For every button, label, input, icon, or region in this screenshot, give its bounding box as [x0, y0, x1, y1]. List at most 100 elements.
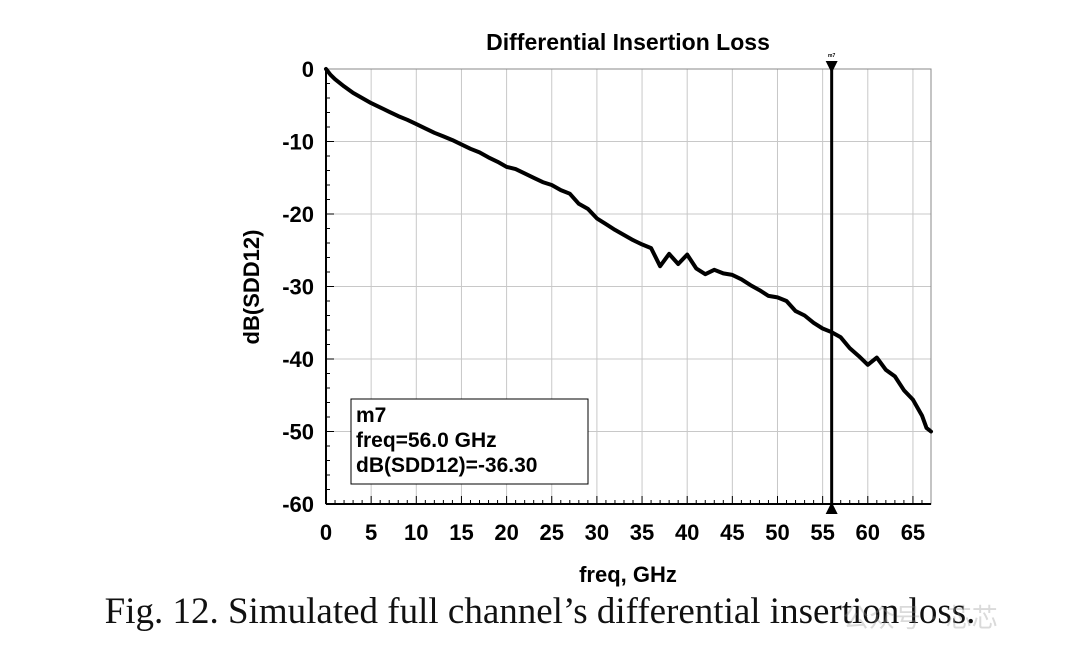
- x-tick-label: 50: [765, 520, 789, 545]
- series-point: [550, 183, 554, 187]
- series-point: [640, 242, 644, 246]
- y-tick-label: -50: [282, 420, 314, 445]
- series-point: [351, 91, 355, 95]
- series-point: [324, 67, 328, 71]
- marker-readout-line: dB(SDD12)=-36.30: [356, 454, 537, 477]
- series-point: [532, 176, 536, 180]
- series-point: [329, 73, 333, 77]
- marker-tag: m7: [828, 53, 835, 59]
- series-point: [658, 264, 662, 268]
- series-point: [496, 160, 500, 164]
- x-tick-label: 30: [585, 520, 609, 545]
- series-point: [730, 273, 734, 277]
- series-point: [703, 272, 707, 276]
- series-point: [929, 430, 933, 433]
- y-tick-label: 0: [302, 57, 314, 82]
- series-point: [875, 356, 879, 360]
- series-point: [785, 299, 789, 303]
- series-point: [568, 192, 572, 196]
- series-point: [902, 388, 906, 392]
- grid: [326, 69, 931, 504]
- series-point: [423, 126, 427, 130]
- series-point: [541, 180, 545, 184]
- series-point: [505, 165, 509, 169]
- series-point: [757, 288, 761, 292]
- series-point: [803, 314, 807, 317]
- series-point: [577, 202, 581, 206]
- series-point: [468, 147, 472, 151]
- series-point: [595, 216, 599, 220]
- chart-title: Differential Insertion Loss: [486, 29, 770, 55]
- series-point: [414, 122, 418, 126]
- y-tick-label: -30: [282, 275, 314, 300]
- watermark: 公众号 · 芯芯: [843, 604, 998, 634]
- series-point: [694, 266, 698, 270]
- series-point: [884, 368, 888, 372]
- series-point: [432, 131, 436, 135]
- marker-readout-line: m7: [356, 404, 386, 427]
- series-point: [441, 134, 445, 138]
- x-tick-label: 20: [494, 520, 518, 545]
- series-point: [924, 426, 928, 430]
- y-axis-label: dB(SDD12): [239, 230, 264, 345]
- series-point: [333, 77, 337, 81]
- series-point: [712, 268, 716, 272]
- x-tick-label: 45: [720, 520, 744, 545]
- y-tick-label: -10: [282, 130, 314, 155]
- series-point: [478, 150, 482, 154]
- figure-caption: Fig. 12. Simulated full channel’s differ…: [104, 591, 976, 632]
- series-point: [721, 271, 725, 275]
- series-point: [459, 142, 463, 146]
- x-tick-label: 65: [901, 520, 925, 545]
- series-point: [586, 207, 590, 211]
- series-point: [866, 363, 870, 367]
- series-point: [812, 321, 816, 325]
- x-tick-label: 35: [630, 520, 654, 545]
- series-point: [378, 105, 382, 109]
- series-point: [775, 295, 779, 299]
- series-point: [369, 101, 373, 105]
- y-tick-label: -40: [282, 347, 314, 372]
- series-point: [396, 114, 400, 118]
- series-point: [676, 262, 680, 266]
- insertion-loss-plot: Differential Insertion Loss 0 5 10 15 20 25 30…: [239, 29, 933, 587]
- x-tick-label: 25: [540, 520, 564, 545]
- series-point: [360, 96, 364, 100]
- series-point: [613, 228, 617, 232]
- series-point: [604, 222, 608, 226]
- y-tick-label: -60: [282, 492, 314, 517]
- series-point: [893, 374, 897, 378]
- x-tick-label: 60: [856, 520, 880, 545]
- series-point: [857, 354, 861, 358]
- x-axis-label: freq, GHz: [579, 562, 677, 587]
- series-point: [631, 238, 635, 242]
- series-point: [514, 167, 518, 171]
- axes: [325, 68, 932, 505]
- series-point: [739, 277, 743, 281]
- marker-top-triangle: [825, 61, 838, 73]
- x-tick-label: 5: [365, 520, 377, 545]
- y-tick-label: -20: [282, 202, 314, 227]
- series-point: [839, 335, 843, 339]
- series-point: [748, 283, 752, 287]
- series-point: [450, 138, 454, 142]
- series-point: [911, 398, 915, 402]
- marker-readout-frame: [350, 398, 589, 485]
- x-tick-label: 15: [449, 520, 473, 545]
- series-point: [523, 171, 527, 175]
- series-point: [821, 327, 825, 331]
- tick-labels: 0 5 10 15 20 25 30 35 40 45 50 55 60 65 0 -10 -20 -30 -40 -…: [282, 57, 925, 545]
- series-point: [559, 188, 563, 192]
- series-point: [920, 414, 924, 418]
- series-point: [848, 346, 852, 350]
- series-layer: [324, 67, 933, 434]
- x-tick-label: 55: [810, 520, 834, 545]
- series-point: [649, 246, 653, 250]
- marker-readout-line: freq=56.0 GHz: [356, 429, 497, 452]
- x-tick-label: 40: [675, 520, 699, 545]
- series-point: [405, 118, 409, 122]
- series-point: [387, 110, 391, 114]
